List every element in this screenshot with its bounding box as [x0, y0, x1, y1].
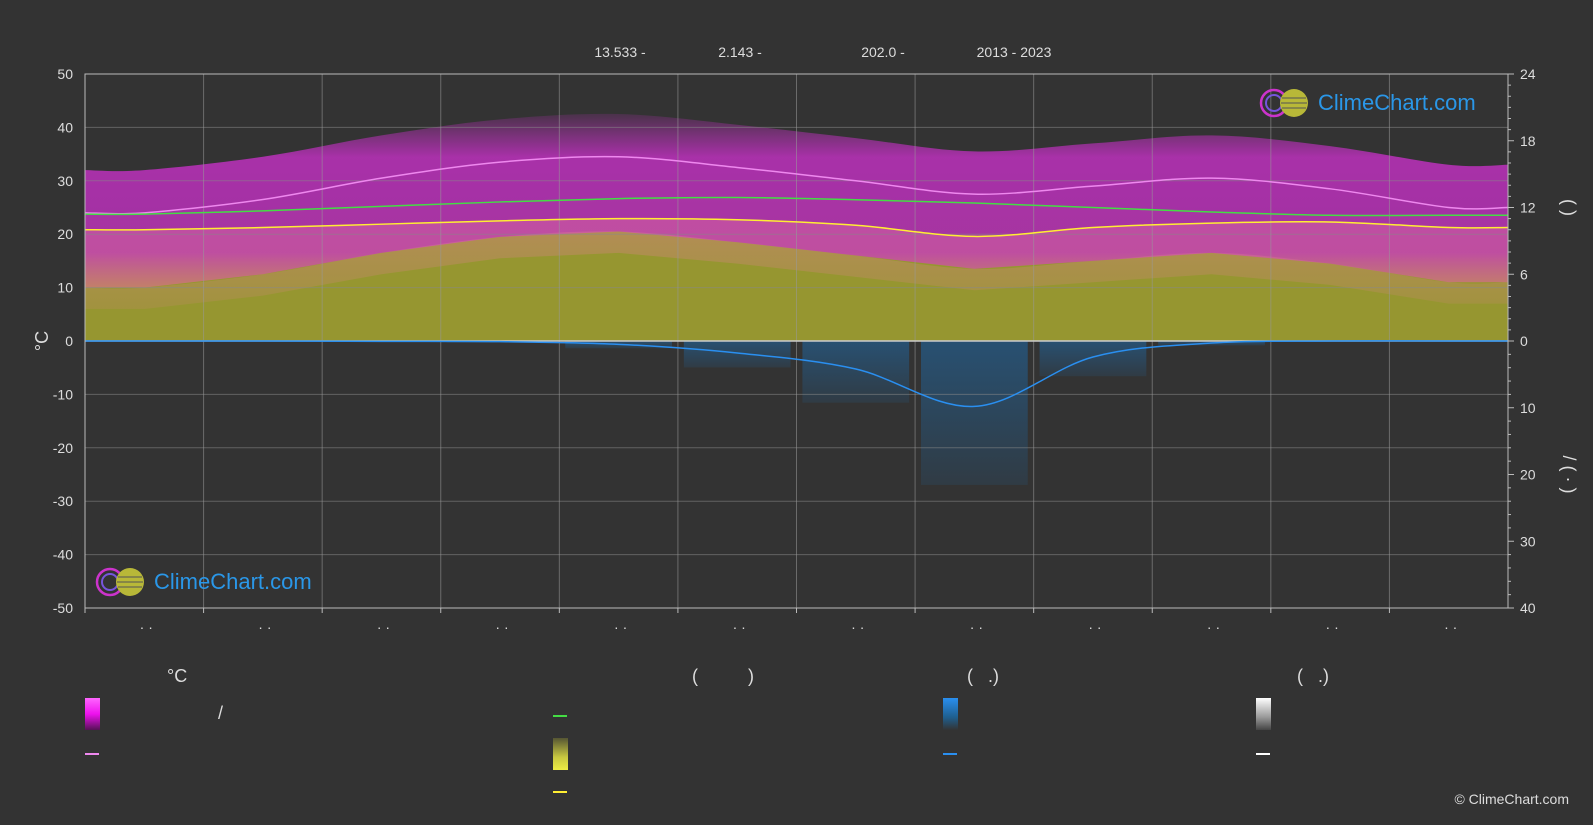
- precip-bar: [1039, 341, 1147, 377]
- logo-top-right[interactable]: ClimeChart.com: [1258, 86, 1476, 120]
- x-tick-label: · ·: [258, 619, 271, 635]
- header: 13.533 - 2.143 - 202.0 - 2013 - 2023: [594, 44, 1051, 60]
- x-tick-label: · ·: [1088, 619, 1101, 635]
- right-lower-axis-title: / ( · ): [1559, 456, 1579, 494]
- y-tick-label: 20: [57, 226, 73, 242]
- x-tick-label: · ·: [140, 619, 153, 635]
- sunshine-line: [84, 217, 1509, 238]
- header-item: 2.143 -: [718, 44, 762, 60]
- precip-bar: [802, 341, 910, 403]
- y-right-tick-label: 10: [1520, 400, 1536, 416]
- y-tick-label: -10: [53, 386, 73, 402]
- logo-icon: [95, 567, 144, 597]
- chart-axes: 50 40 30 20 10 0 -10 -20 -30 -40 -50 24 18 12 6 0 10 20 30…: [32, 66, 1579, 635]
- logo-text: ClimeChart.com: [154, 569, 312, 594]
- header-item: 202.0 -: [861, 44, 905, 60]
- y-tick-label: -20: [53, 440, 73, 456]
- max-temp-line: [84, 155, 1509, 215]
- logo-icon: [1259, 88, 1308, 118]
- x-tick-label: · ·: [1326, 619, 1339, 635]
- x-tick-label: · ·: [1207, 619, 1220, 635]
- y-right-tick-label: 6: [1520, 266, 1528, 282]
- y-tick-label: -30: [53, 493, 73, 509]
- x-tick-label: · ·: [851, 619, 864, 635]
- logo-bottom-left[interactable]: ClimeChart.com: [94, 565, 312, 599]
- y-tick-label: -40: [53, 547, 73, 563]
- y-right-tick-label: 18: [1520, 133, 1536, 149]
- copyright: © ClimeChart.com: [1454, 791, 1569, 807]
- y-tick-label: 0: [65, 333, 73, 349]
- y-axis-title: °C: [32, 331, 52, 351]
- y-tick-label: -50: [53, 600, 73, 616]
- y-right-tick-label: 0: [1520, 333, 1528, 349]
- y-right-tick-label: 12: [1520, 200, 1536, 216]
- y-right-tick-label: 40: [1520, 600, 1536, 616]
- x-tick-label: · ·: [377, 619, 390, 635]
- header-item: 13.533 -: [594, 44, 646, 60]
- logo-text: ClimeChart.com: [1318, 90, 1476, 115]
- x-tick-label: · ·: [733, 619, 746, 635]
- y-tick-label: 30: [57, 173, 73, 189]
- x-tick-label: · ·: [614, 619, 627, 635]
- y-right-tick-label: 20: [1520, 467, 1536, 483]
- precip-bar: [683, 341, 791, 368]
- y-right-tick-label: 30: [1520, 533, 1536, 549]
- x-tick-label: · ·: [1444, 619, 1457, 635]
- y-tick-label: 40: [57, 119, 73, 135]
- precipitation-line: [84, 340, 1508, 408]
- right-upper-axis-title: ( ): [1559, 199, 1579, 216]
- y-right-tick-label: 24: [1520, 66, 1536, 82]
- y-tick-label: 10: [57, 280, 73, 296]
- daylight-line: [84, 196, 1508, 217]
- precip-bar: [921, 341, 1028, 485]
- y-tick-label: 50: [57, 66, 73, 82]
- x-tick-label: · ·: [970, 619, 983, 635]
- header-item: 2013 - 2023: [977, 44, 1052, 60]
- chart-lines: [84, 155, 1509, 408]
- x-tick-label: · ·: [495, 619, 508, 635]
